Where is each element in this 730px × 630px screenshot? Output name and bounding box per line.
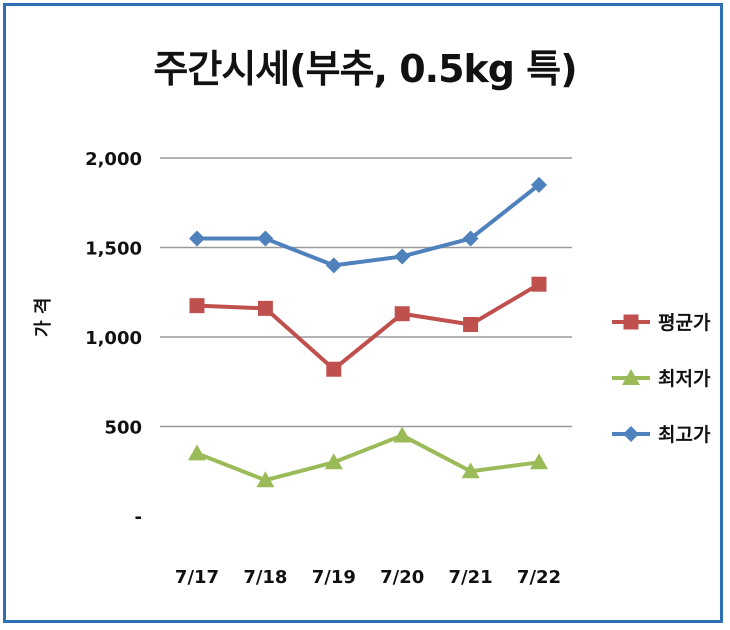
series-2 (189, 176, 547, 274)
legend-marker (623, 426, 639, 442)
data-point (257, 300, 273, 316)
series-line (197, 183, 541, 268)
series-line (196, 433, 540, 483)
data-point (189, 298, 205, 314)
data-point (463, 316, 479, 332)
x-tick-label: 7/22 (517, 567, 561, 588)
data-point (530, 453, 548, 470)
legend-item: 평균가 (612, 312, 711, 334)
series-0 (189, 276, 547, 377)
data-point (256, 471, 275, 488)
data-point (326, 361, 342, 377)
data-point (393, 426, 412, 443)
data-point (461, 462, 480, 479)
legend-item: 최저가 (612, 368, 711, 390)
y-tick-label: 2,000 (85, 149, 142, 170)
data-point (531, 276, 547, 292)
y-tick-label: 1,000 (85, 328, 142, 349)
legend-marker (623, 314, 639, 330)
y-tick-label: 1,500 (85, 239, 142, 260)
data-point (188, 444, 206, 461)
series-line (196, 282, 541, 372)
legend-label: 최저가 (658, 368, 711, 390)
legend-marker (622, 369, 640, 385)
legend-label: 최고가 (658, 424, 711, 446)
x-tick-label: 7/17 (175, 567, 219, 588)
chart-title: 주간시세(부추, 0.5kg 특) (153, 47, 577, 91)
data-point (394, 248, 411, 265)
data-point (257, 230, 274, 247)
series-1 (188, 426, 548, 488)
legend-label: 평균가 (658, 312, 711, 334)
x-tick-label: 7/20 (380, 567, 424, 588)
x-tick-label: 7/18 (243, 567, 287, 588)
y-tick-label: - (135, 507, 142, 528)
data-point (394, 306, 410, 322)
data-point (324, 453, 343, 470)
data-point (531, 176, 547, 193)
data-point (189, 230, 205, 247)
legend-item: 최고가 (612, 424, 711, 446)
y-tick-label: 500 (104, 418, 142, 439)
chart-frame (3, 3, 723, 623)
data-point (462, 230, 479, 247)
data-point (325, 257, 342, 274)
x-tick-label: 7/21 (449, 567, 493, 588)
x-tick-label: 7/19 (312, 567, 356, 588)
